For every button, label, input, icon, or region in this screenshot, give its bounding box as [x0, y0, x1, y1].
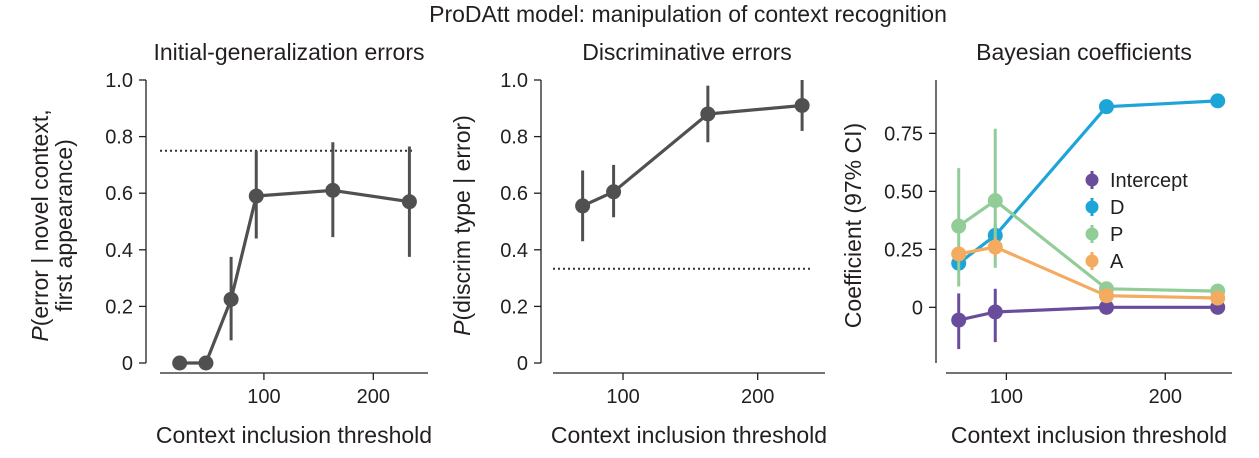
y-tick-label: 0.2: [105, 296, 133, 318]
y-axis-label-text: Coefficient (97% CI): [840, 123, 866, 328]
data-point: [987, 193, 1003, 209]
y-tick-label: 0: [517, 353, 528, 375]
data-point: [951, 218, 967, 234]
y-axis-label-prefix: P: [27, 326, 53, 342]
y-tick-label: 0.50: [884, 181, 923, 203]
series-a: [951, 237, 1226, 306]
y-tick-label: 0.6: [105, 183, 133, 205]
y-tick-label: 1.0: [500, 70, 528, 92]
data-point: [987, 304, 1003, 320]
y-axis-label: Coefficient (97% CI): [840, 123, 866, 328]
panel-discriminative: Discriminative errors 0 0.2 0.4 0.6 0.8 1.0 10…: [449, 39, 827, 448]
y-tick-label: 0.4: [500, 240, 528, 262]
y-tick-label: 0.8: [105, 127, 133, 149]
data-point: [248, 188, 264, 204]
x-tick-label: 100: [247, 386, 280, 408]
x-tick-label: 100: [990, 386, 1023, 408]
legend: Intercept DPA: [1085, 170, 1188, 273]
legend-marker: [1085, 227, 1099, 241]
data-point: [1210, 290, 1226, 306]
y-tick-label: 1.0: [105, 70, 133, 92]
x-axis-label: Context inclusion threshold: [156, 422, 432, 448]
data-point: [325, 182, 341, 198]
x-tick-label: 200: [1149, 386, 1182, 408]
series-line: [958, 305, 1218, 322]
data-point: [198, 355, 214, 371]
y-tick-label: 0.6: [500, 183, 528, 205]
y-axis-label-text: (discrim type | error): [449, 115, 475, 320]
series-main: [575, 80, 810, 242]
series-p: [951, 128, 1226, 299]
y-tick-label: 0.2: [500, 296, 528, 318]
data-point: [172, 355, 188, 371]
figure-title: ProDAtt model: manipulation of context r…: [429, 1, 947, 27]
legend-marker: [1085, 173, 1099, 187]
x-axis-label: Context inclusion threshold: [951, 422, 1227, 448]
y-tick-label: 0.75: [884, 123, 923, 145]
legend-label: A: [1110, 251, 1124, 273]
data-point: [1098, 299, 1114, 315]
y-axis-label: P(error | novel context,: [27, 109, 53, 341]
y-tick-label: 0: [122, 353, 133, 375]
y-tick-label: 0: [912, 297, 923, 319]
panel-title: Initial-generalization errors: [153, 39, 424, 65]
y-axis-label-prefix: P: [449, 320, 475, 336]
data-point: [987, 239, 1003, 255]
legend-label: P: [1110, 224, 1123, 246]
y-tick-label: 0.8: [500, 127, 528, 149]
series-line: [581, 103, 803, 208]
series-intercept: [951, 288, 1226, 350]
data-point: [223, 291, 239, 307]
x-axis-label: Context inclusion threshold: [551, 422, 827, 448]
series-line: [958, 245, 1218, 300]
data-point: [1098, 288, 1114, 304]
panel-title: Bayesian coefficients: [976, 39, 1192, 65]
legend-label: D: [1110, 197, 1124, 219]
panel-initial-generalization: Initial-generalization errors 0 0.2 0.4 0.6…: [27, 39, 432, 448]
data-point: [606, 184, 622, 200]
data-point: [575, 198, 591, 214]
panel-title: Discriminative errors: [582, 39, 792, 65]
y-axis-label-text: (error | novel context,: [27, 109, 53, 326]
data-point: [1098, 99, 1114, 115]
y-tick-label: 0.25: [884, 239, 923, 261]
data-point: [794, 97, 810, 113]
series-line: [179, 188, 410, 365]
series-line: [957, 199, 1218, 293]
panel-bayesian-coefficients: Bayesian coefficients 0 0.25 0.50 0.75 100 20…: [840, 39, 1232, 448]
y-axis-label-line2: first appearance): [51, 139, 77, 312]
y-tick-label: 0.4: [105, 240, 133, 262]
data-point: [401, 194, 417, 210]
data-point: [951, 312, 967, 328]
data-point: [951, 246, 967, 262]
series-main: [172, 142, 417, 371]
legend-marker: [1085, 200, 1099, 214]
x-tick-label: 100: [606, 386, 639, 408]
legend-label: Intercept: [1110, 170, 1188, 192]
x-tick-label: 200: [357, 386, 390, 408]
data-point: [700, 106, 716, 122]
x-tick-label: 200: [741, 386, 774, 408]
data-point: [1210, 93, 1226, 109]
legend-marker: [1085, 254, 1099, 268]
y-axis-label: P(discrim type | error): [449, 115, 475, 336]
